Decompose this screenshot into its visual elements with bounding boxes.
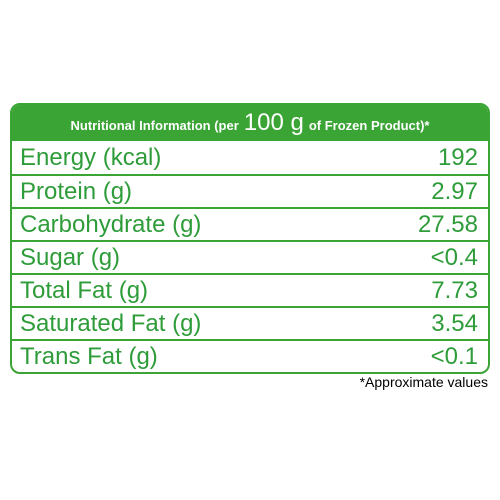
nutrient-value: <0.4 <box>430 243 478 271</box>
nutrient-name: Carbohydrate (g) <box>20 210 202 238</box>
header-prefix: Nutritional Information (per <box>70 118 239 133</box>
table-row: Total Fat (g) 7.73 <box>12 273 488 306</box>
nutrition-table: Nutritional Information (per 100 g of Fr… <box>10 103 490 374</box>
table-row: Sugar (g) <0.4 <box>12 240 488 273</box>
nutrient-value: 2.97 <box>431 177 478 205</box>
nutrient-name: Saturated Fat (g) <box>20 309 202 337</box>
table-row: Protein (g) 2.97 <box>12 174 488 207</box>
table-body: Energy (kcal) 192 Protein (g) 2.97 Carbohydr… <box>12 141 488 372</box>
header-suffix: of Frozen Product)* <box>308 118 430 133</box>
table-header: Nutritional Information (per 100 g of Fr… <box>12 105 488 141</box>
nutrient-name: Energy (kcal) <box>20 143 162 171</box>
table-row: Carbohydrate (g) 27.58 <box>12 207 488 240</box>
nutrient-value: 7.73 <box>431 276 478 304</box>
nutrient-name: Trans Fat (g) <box>20 342 158 370</box>
nutrient-value: 3.54 <box>431 309 478 337</box>
nutrient-value: 192 <box>437 143 478 171</box>
nutrient-value: 27.58 <box>417 210 478 238</box>
table-row: Energy (kcal) 192 <box>12 141 488 174</box>
table-row: Saturated Fat (g) 3.54 <box>12 306 488 339</box>
nutrient-value: <0.1 <box>430 342 478 370</box>
header-amount: 100 g <box>243 109 304 136</box>
nutrient-name: Sugar (g) <box>20 243 121 271</box>
nutrient-name: Protein (g) <box>20 177 133 205</box>
nutrient-name: Total Fat (g) <box>20 276 149 304</box>
table-row: Trans Fat (g) <0.1 <box>12 339 488 372</box>
footnote: *Approximate values <box>359 374 488 390</box>
